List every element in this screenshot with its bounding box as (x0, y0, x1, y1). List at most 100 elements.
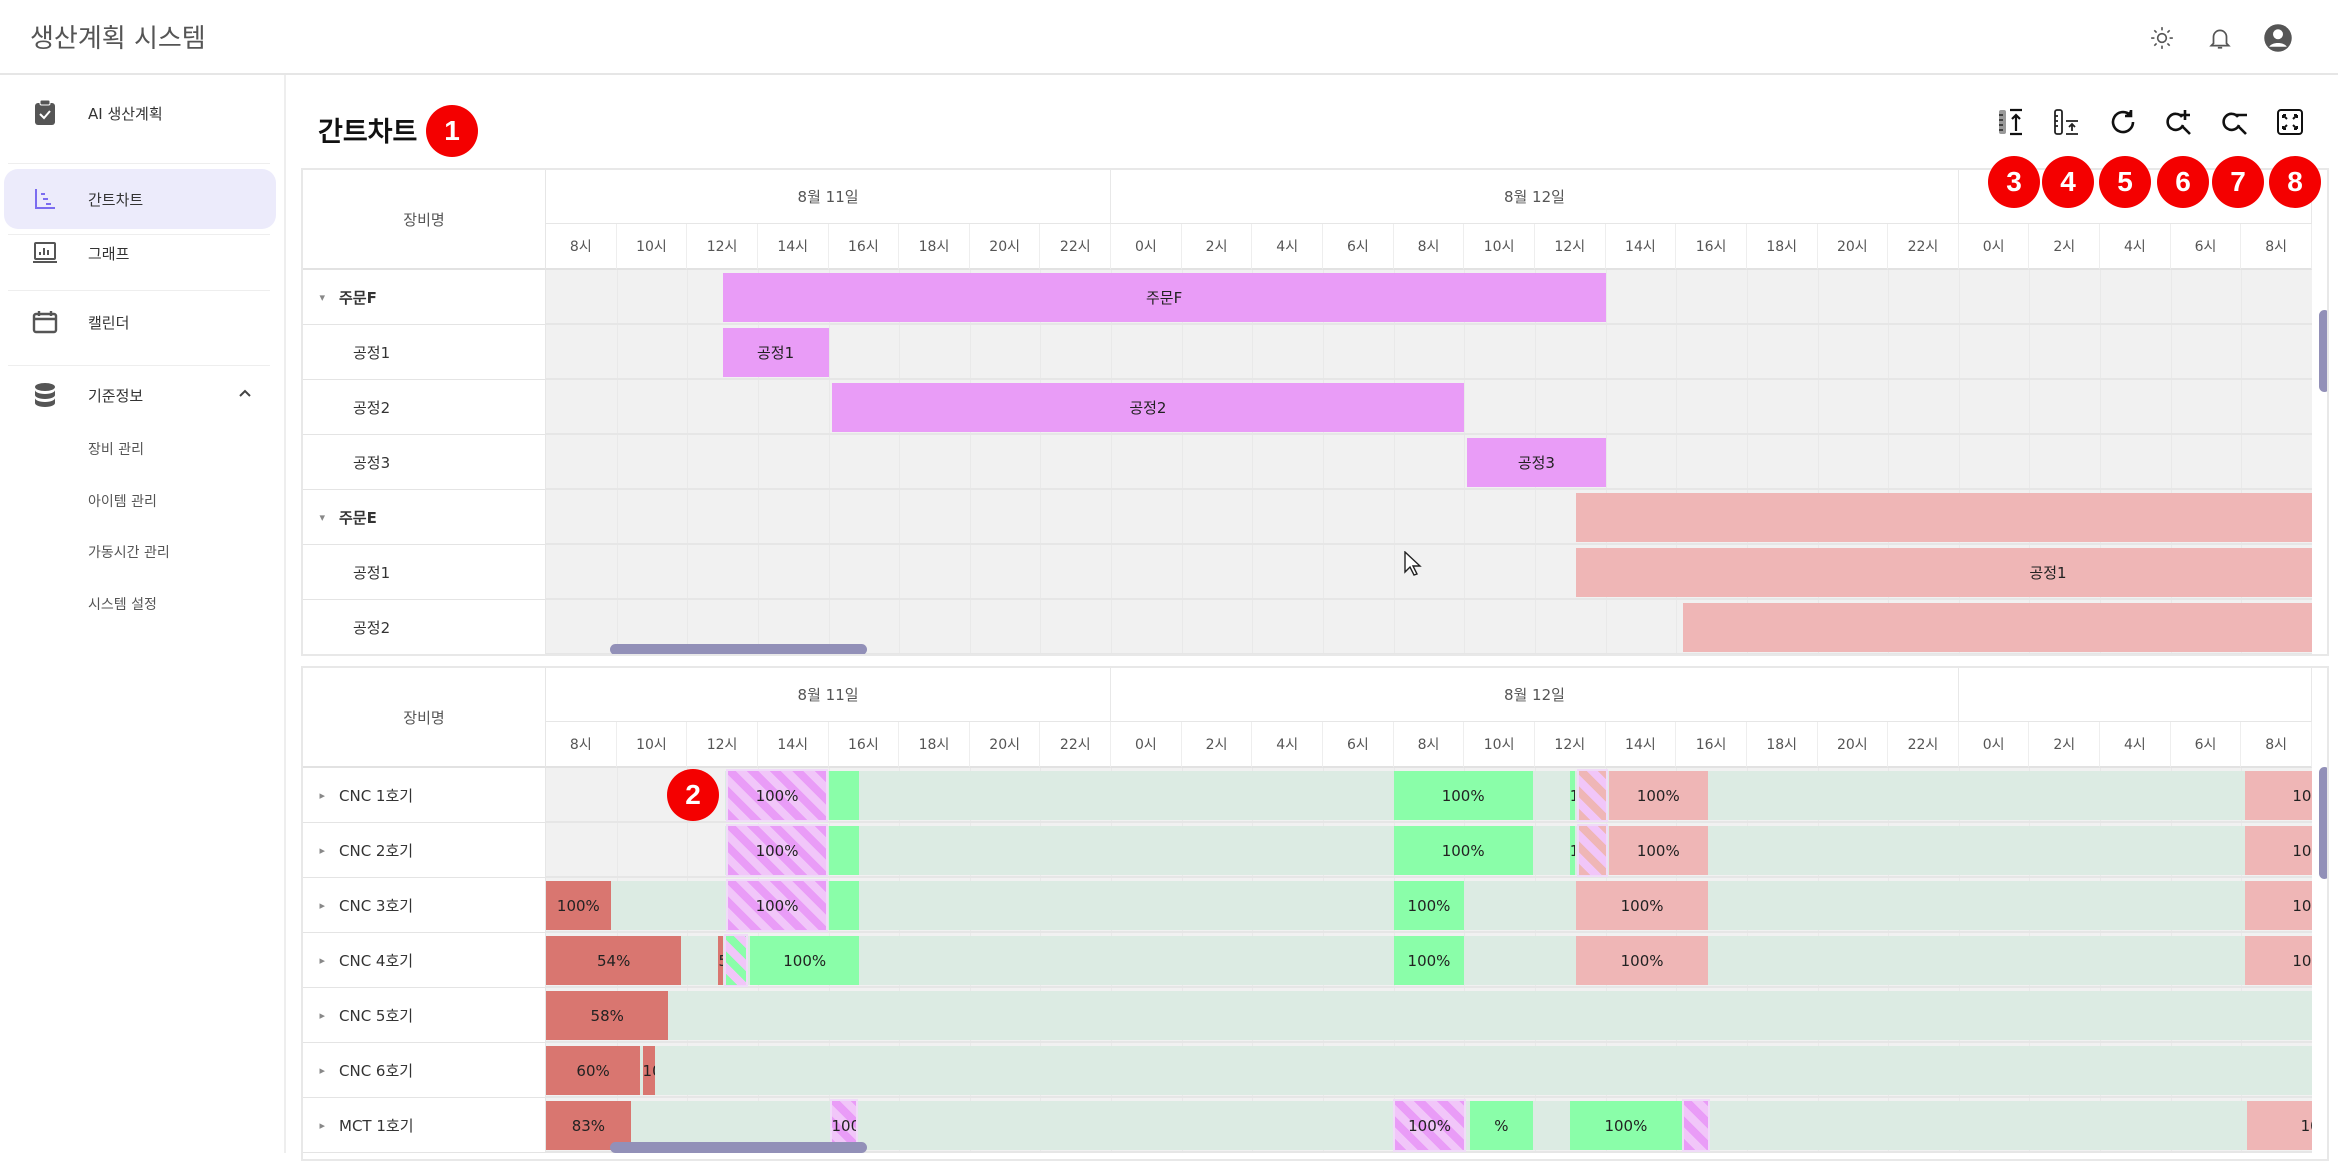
gantt-bar[interactable]: 60% (546, 1046, 641, 1095)
gantt-bar[interactable] (829, 771, 860, 820)
sidebar-subitem-equipment[interactable]: 장비 관리 (88, 442, 144, 458)
caret-right-icon[interactable]: ▸ (319, 1063, 325, 1077)
caret-right-icon[interactable]: ▸ (319, 898, 325, 912)
horizontal-scrollbar[interactable] (610, 1142, 867, 1153)
gantt-bar[interactable]: 5 (718, 936, 724, 985)
grid-line (1464, 380, 1466, 433)
vertical-scrollbar[interactable] (2319, 310, 2327, 392)
bar-label: 1 (1570, 842, 1575, 860)
gantt-bar[interactable]: 100% (2244, 936, 2312, 985)
row-label[interactable]: 공정2 (303, 600, 546, 654)
row-label[interactable]: ▸ CNC 6호기 (303, 1043, 546, 1098)
grid-line (969, 325, 971, 378)
gantt-bar[interactable]: 1 (1569, 771, 1575, 820)
sidebar-item-gantt[interactable]: 간트차트 (4, 169, 276, 229)
chevron-up-icon[interactable] (238, 383, 252, 402)
refresh-icon[interactable] (2106, 104, 2142, 140)
row-label[interactable]: ▸ CNC 3호기 (303, 878, 546, 933)
row-label[interactable]: ▾ 주문F (303, 270, 546, 325)
gantt-bar[interactable] (829, 826, 860, 875)
sun-icon[interactable] (2144, 20, 2180, 56)
caret-right-icon[interactable]: ▸ (319, 1118, 325, 1132)
row-label[interactable]: ▾ 주문E (303, 490, 546, 545)
sidebar-item-master-data[interactable]: 기준정보 (4, 365, 276, 425)
gantt-bar[interactable]: 공정3 (1467, 438, 1606, 487)
row-label[interactable]: ▸ CNC 1호기 (303, 768, 546, 823)
gantt-bar[interactable]: 100% (1608, 826, 1709, 875)
row-label[interactable]: 공정3 (303, 435, 546, 490)
sidebar-item-calendar[interactable]: 캘린더 (4, 292, 276, 352)
gantt-bar[interactable] (1682, 1099, 1710, 1152)
expand-rows-icon[interactable] (1994, 104, 2030, 140)
gantt-bar[interactable]: 1 (1569, 826, 1575, 875)
bar-label: 100% (1620, 896, 1664, 915)
zoom-out-icon[interactable] (2218, 104, 2254, 140)
row-label[interactable]: ▸ CNC 5호기 (303, 988, 546, 1043)
hour-header: 6시 (1323, 224, 1394, 270)
gantt-bar[interactable]: 100% (1393, 826, 1533, 875)
sidebar-subitem-items[interactable]: 아이템 관리 (88, 494, 157, 510)
gantt-bar[interactable]: % (1470, 1101, 1533, 1150)
sidebar-item-ai-plan[interactable]: AI 생산계획 (4, 83, 276, 143)
row-label[interactable]: 공정1 (303, 545, 546, 600)
gantt-bar[interactable]: 83% (546, 1101, 631, 1150)
caret-down-icon[interactable]: ▾ (319, 510, 325, 524)
grid-line (1252, 435, 1254, 488)
gantt-bar[interactable]: 100% (725, 879, 829, 932)
sidebar-subitem-system-settings[interactable]: 시스템 설정 (88, 597, 157, 613)
row-label[interactable]: 공정1 (303, 325, 546, 380)
gantt-bar[interactable]: 58% (546, 991, 669, 1040)
gantt-bar[interactable]: 100% (1392, 1099, 1467, 1152)
bell-icon[interactable] (2202, 20, 2238, 56)
gantt-bar[interactable]: 100% (1576, 881, 1709, 930)
zoom-in-icon[interactable] (2162, 104, 2198, 140)
gantt-bar[interactable] (829, 881, 860, 930)
gantt-bar[interactable]: 공정2 (831, 383, 1465, 432)
gantt-bar[interactable]: 100% (1608, 771, 1709, 820)
sidebar-subitem-operating-hours[interactable]: 가동시간 관리 (88, 545, 170, 561)
gantt-bar[interactable]: 100% (1393, 936, 1465, 985)
fit-screen-icon[interactable] (2272, 104, 2308, 140)
caret-right-icon[interactable]: ▸ (319, 953, 325, 967)
horizontal-scrollbar[interactable] (610, 644, 867, 654)
gantt-bar[interactable]: 100% (725, 769, 829, 822)
gantt-bar[interactable]: 100% (2244, 881, 2312, 930)
gantt-bar[interactable] (1576, 493, 2312, 542)
grid-line (1605, 600, 1607, 653)
sidebar-item-graph[interactable]: 그래프 (4, 223, 276, 283)
gantt-bar[interactable]: 100% (2244, 826, 2312, 875)
gantt-bar[interactable]: 100% (725, 824, 829, 877)
gantt-bar[interactable] (1576, 824, 1608, 877)
caret-right-icon[interactable]: ▸ (319, 843, 325, 857)
grid-line (2100, 270, 2102, 323)
gantt-bar[interactable] (724, 934, 749, 987)
caret-down-icon[interactable]: ▾ (319, 290, 325, 304)
vertical-scrollbar[interactable] (2319, 767, 2327, 879)
row-label[interactable]: ▸ MCT 1호기 (303, 1098, 546, 1153)
gantt-bar[interactable]: 100% (546, 881, 611, 930)
row-label[interactable]: ▸ CNC 2호기 (303, 823, 546, 878)
caret-right-icon[interactable]: ▸ (319, 788, 325, 802)
hour-header: 0시 (1958, 224, 2030, 270)
gantt-bar[interactable]: 100% (1569, 1101, 1683, 1150)
gantt-bar[interactable]: 공정1 (1576, 548, 2312, 597)
gantt-bar[interactable] (1683, 603, 2312, 652)
gantt-bar[interactable]: 100% (1393, 881, 1465, 930)
gantt-bar[interactable]: 100% (1393, 771, 1533, 820)
hour-header: 0시 (1111, 722, 1182, 768)
user-icon[interactable] (2260, 20, 2296, 56)
gantt-bar[interactable]: 100 (2247, 1101, 2312, 1150)
gantt-bar[interactable]: 54% (546, 936, 682, 985)
gantt-bar[interactable]: 100 (829, 1099, 859, 1152)
gantt-bar[interactable]: 10 (642, 1046, 655, 1095)
row-label[interactable]: ▸ CNC 4호기 (303, 933, 546, 988)
row-label[interactable]: 공정2 (303, 380, 546, 435)
gantt-bar[interactable]: 100% (750, 936, 860, 985)
caret-right-icon[interactable]: ▸ (319, 1008, 325, 1022)
collapse-rows-icon[interactable] (2050, 104, 2086, 140)
gantt-bar[interactable]: 100% (2244, 771, 2312, 820)
gantt-bar[interactable]: 공정1 (722, 328, 829, 377)
gantt-bar[interactable]: 100% (1576, 936, 1709, 985)
gantt-bar[interactable]: 주문F (722, 273, 1606, 322)
gantt-bar[interactable] (1576, 769, 1608, 822)
